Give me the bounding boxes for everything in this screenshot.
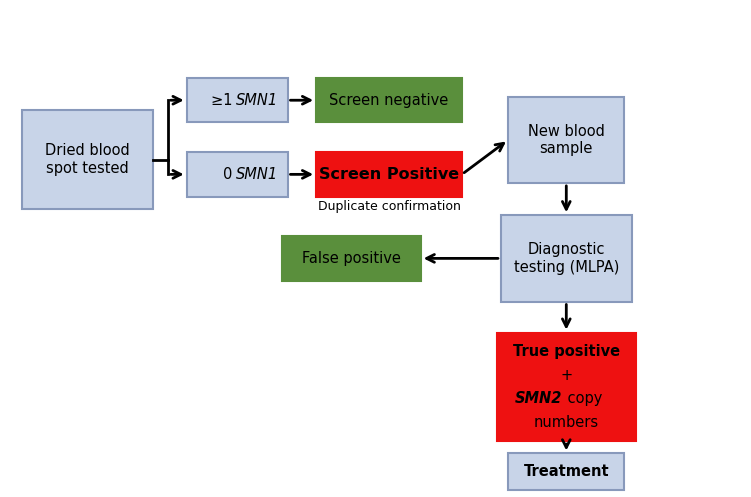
Text: Duplicate confirmation: Duplicate confirmation xyxy=(318,200,460,213)
Text: True positive: True positive xyxy=(513,344,620,359)
FancyBboxPatch shape xyxy=(22,110,153,209)
FancyBboxPatch shape xyxy=(316,152,462,197)
FancyBboxPatch shape xyxy=(186,78,288,122)
Text: New blood
sample: New blood sample xyxy=(528,124,605,156)
Text: 0: 0 xyxy=(223,167,236,182)
FancyBboxPatch shape xyxy=(186,152,288,197)
Text: SMN1: SMN1 xyxy=(236,167,278,182)
FancyBboxPatch shape xyxy=(497,332,635,441)
Text: ≥1: ≥1 xyxy=(211,93,236,108)
Text: Diagnostic
testing (MLPA): Diagnostic testing (MLPA) xyxy=(514,242,619,274)
FancyBboxPatch shape xyxy=(508,453,624,491)
Text: False positive: False positive xyxy=(302,251,401,266)
FancyBboxPatch shape xyxy=(508,96,624,183)
FancyBboxPatch shape xyxy=(316,78,462,122)
Text: Treatment: Treatment xyxy=(523,464,609,480)
Text: copy: copy xyxy=(562,391,602,406)
Text: numbers: numbers xyxy=(534,415,599,430)
Text: SMN1: SMN1 xyxy=(236,93,278,108)
Text: Dried blood
spot tested: Dried blood spot tested xyxy=(45,143,130,176)
Text: Screen Positive: Screen Positive xyxy=(319,167,459,182)
Text: Screen negative: Screen negative xyxy=(330,93,448,108)
FancyBboxPatch shape xyxy=(501,215,632,302)
Text: +: + xyxy=(560,367,572,383)
Text: SMN2: SMN2 xyxy=(515,391,562,406)
FancyBboxPatch shape xyxy=(282,236,421,281)
